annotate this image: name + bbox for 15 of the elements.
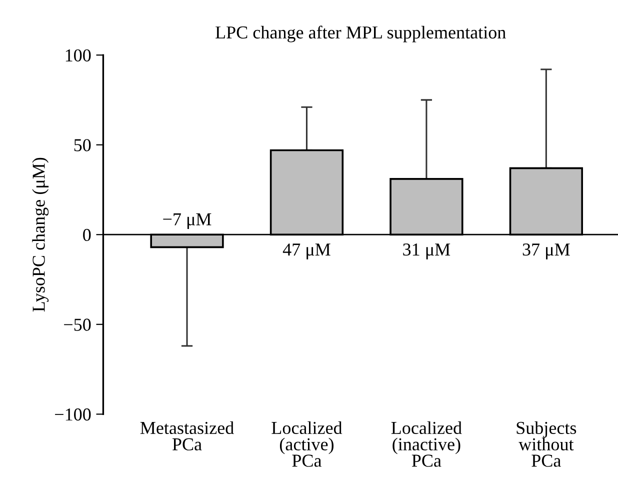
chart-title: LPC change after MPL supplementation [216, 26, 506, 42]
y-axis-title: LysoPC change (μM) [32, 158, 49, 312]
data-label: 31 μM [403, 243, 450, 260]
data-label: 47 μM [282, 244, 330, 260]
data-label: 37 μM [522, 243, 570, 260]
y-tick-label: 100 [66, 49, 91, 62]
x-tick-label: Localized (active) PCa [272, 421, 342, 467]
data-label: −7 μM [163, 213, 212, 230]
y-tick-label: 0 [83, 228, 91, 242]
x-tick-label: Subjects without PCa [516, 421, 576, 467]
y-tick-label: −50 [64, 318, 91, 331]
x-tick-label: Localized (inactive) PCa [391, 421, 462, 467]
y-tick-label: 50 [74, 139, 91, 152]
x-tick-label: Metastasized PCa [140, 421, 234, 450]
y-tick-label: −100 [55, 408, 91, 421]
